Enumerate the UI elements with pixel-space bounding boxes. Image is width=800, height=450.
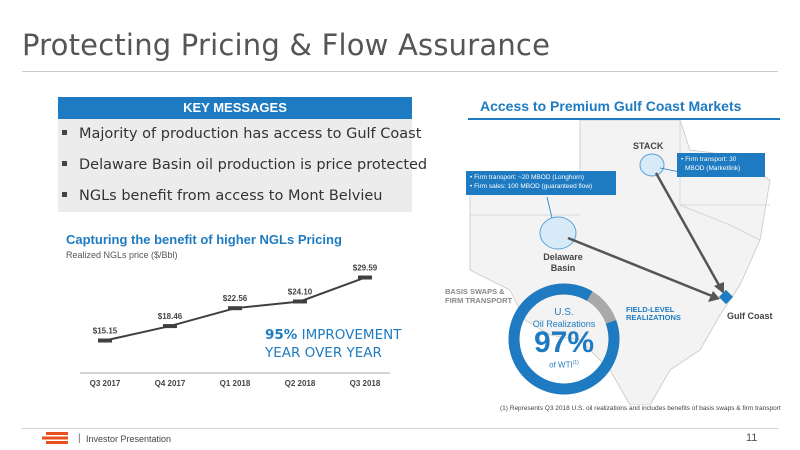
gulf-coast-marker bbox=[718, 289, 734, 305]
x-tick-label: Q4 2017 bbox=[155, 379, 186, 388]
improvement-text-1: IMPROVEMENT bbox=[297, 327, 402, 343]
improvement-value: 95% bbox=[265, 327, 298, 343]
key-messages-header: KEY MESSAGES bbox=[58, 97, 412, 119]
data-point bbox=[98, 338, 112, 343]
gulf-coast-label: Gulf Coast bbox=[727, 311, 773, 321]
x-tick-label: Q3 2018 bbox=[350, 379, 381, 388]
stack-to-gulf-arrow bbox=[654, 172, 722, 288]
ngl-price-chart: $15.15 Q3 2017 $18.46 Q4 2017 $22.56 Q1 2018 $… bbox=[80, 264, 390, 388]
key-message-item: Delaware Basin oil production is price p… bbox=[62, 157, 427, 173]
basis-swaps-label: BASIS SWAPS & FIRM TRANSPORT bbox=[445, 287, 513, 305]
delaware-basin-shape bbox=[539, 216, 577, 250]
delaware-to-gulf-arrow bbox=[567, 236, 713, 298]
footer-label: Investor Presentation bbox=[86, 434, 172, 444]
oil-realization-donut bbox=[508, 283, 620, 395]
stack-label: STACK bbox=[633, 141, 664, 151]
page-title: Protecting Pricing & Flow Assurance bbox=[22, 28, 551, 62]
map-section-divider bbox=[468, 118, 780, 120]
bullet-icon bbox=[62, 191, 67, 197]
key-message-item: NGLs benefit from access to Mont Belvieu bbox=[62, 188, 382, 204]
improvement-text-2: YEAR OVER YEAR bbox=[265, 345, 382, 361]
data-label: $15.15 bbox=[93, 327, 118, 336]
donut-value: 97% bbox=[533, 326, 595, 359]
donut-sub: Oil Realizations bbox=[532, 319, 596, 329]
data-label: $18.46 bbox=[158, 312, 183, 321]
bullet-icon bbox=[62, 129, 67, 135]
data-point bbox=[163, 324, 177, 329]
company-logo-icon bbox=[42, 432, 68, 444]
donut-suffix: of WTI(1) bbox=[549, 360, 579, 370]
title-divider bbox=[22, 71, 778, 72]
map-section-title: Access to Premium Gulf Coast Markets bbox=[480, 98, 742, 114]
page-number: 11 bbox=[746, 432, 758, 444]
footer-divider bbox=[22, 428, 778, 429]
data-label: $29.59 bbox=[353, 264, 378, 273]
data-point bbox=[228, 306, 242, 311]
x-tick-label: Q1 2018 bbox=[220, 379, 251, 388]
footnote: (1) Represents Q3 2018 U.S. oil realizat… bbox=[500, 405, 781, 412]
data-point bbox=[293, 299, 307, 304]
delaware-callout: • Firm transport: ~20 MBOD (Longhorn) • … bbox=[466, 171, 616, 195]
improvement-callout: 95% IMPROVEMENT YEAR OVER YEAR bbox=[265, 326, 401, 362]
x-tick-label: Q2 2018 bbox=[285, 379, 316, 388]
donut-header: U.S. bbox=[554, 307, 574, 318]
ngl-chart-subtitle: Realized NGLs price ($/Bbl) bbox=[66, 250, 178, 260]
footer-separator: | bbox=[78, 433, 81, 444]
key-message-item: Majority of production has access to Gul… bbox=[62, 126, 421, 142]
field-realizations-label: FIELD-LEVEL REALIZATIONS bbox=[626, 305, 681, 322]
data-point bbox=[358, 275, 372, 280]
stack-callout: • Firm transport: 30 MBOD (Marketlink) bbox=[677, 153, 765, 177]
stack-shape bbox=[639, 153, 665, 177]
ngl-chart-title: Capturing the benefit of higher NGLs Pri… bbox=[66, 232, 342, 247]
delaware-basin-label: Delaware Basin bbox=[543, 252, 583, 273]
data-label: $22.56 bbox=[223, 294, 248, 303]
data-label: $24.10 bbox=[288, 287, 313, 296]
bullet-icon bbox=[62, 160, 67, 166]
x-tick-label: Q3 2017 bbox=[90, 379, 121, 388]
